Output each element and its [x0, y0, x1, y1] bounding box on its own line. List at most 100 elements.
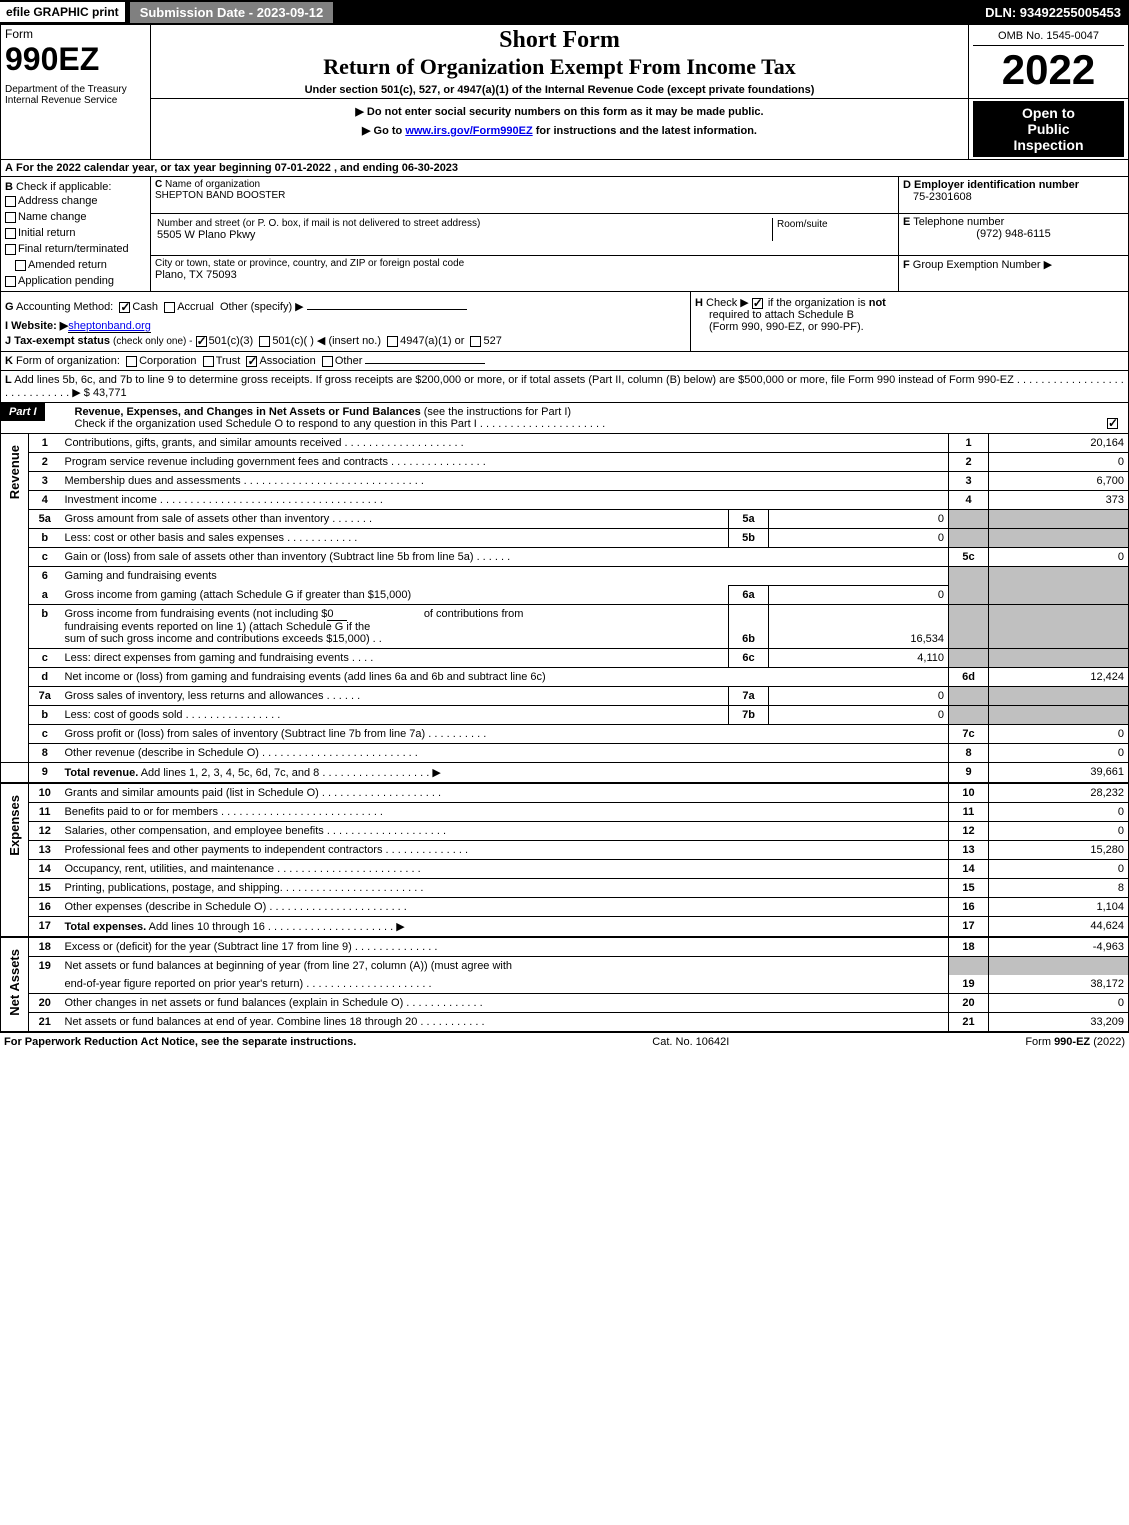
- line-6a-desc: Gross income from gaming (attach Schedul…: [61, 586, 729, 605]
- dln: DLN: 93492255005453: [985, 5, 1129, 20]
- line-6a-mbox: 6a: [729, 586, 769, 605]
- part1-label: Part I: [1, 403, 45, 421]
- line-5a-num: 5a: [29, 510, 61, 529]
- l17b: Total expenses.: [65, 921, 147, 933]
- label-k: K: [5, 355, 13, 367]
- line-6c-mbox: 6c: [729, 649, 769, 668]
- l9b: Total revenue.: [65, 767, 139, 779]
- checkbox-name-change[interactable]: [5, 212, 16, 223]
- k-other: Other: [335, 355, 363, 367]
- j-501c: 501(c)( ) ◀ (insert no.): [272, 335, 381, 347]
- text-e: Telephone number: [913, 216, 1004, 228]
- line-5a-desc: Gross amount from sale of assets other t…: [61, 510, 729, 529]
- line-3-box: 3: [949, 472, 989, 491]
- irs-link[interactable]: www.irs.gov/Form990EZ: [405, 125, 532, 137]
- line-11-desc: Benefits paid to or for members . . . . …: [61, 803, 949, 822]
- text-l: Add lines 5b, 6c, and 7b to line 9 to de…: [5, 374, 1124, 399]
- line-6b-shade2: [989, 605, 1129, 649]
- line-6d-box: 6d: [949, 668, 989, 687]
- checkbox-accrual[interactable]: [164, 302, 175, 313]
- line-10-num: 10: [29, 783, 61, 803]
- checkbox-amended[interactable]: [15, 260, 26, 271]
- line-7b-num: b: [29, 706, 61, 725]
- checkbox-initial[interactable]: [5, 228, 16, 239]
- line-1-box: 1: [949, 434, 989, 453]
- open-to-public: Open to Public Inspection: [973, 101, 1124, 157]
- line-19-desc: Net assets or fund balances at beginning…: [61, 957, 949, 976]
- line-7a-num: 7a: [29, 687, 61, 706]
- line-7b-shade: [949, 706, 989, 725]
- checkbox-final[interactable]: [5, 244, 16, 255]
- header-info-table: B Check if applicable: Address change Na…: [0, 177, 1129, 292]
- line-21-box: 21: [949, 1013, 989, 1032]
- footer-left: For Paperwork Reduction Act Notice, see …: [4, 1036, 356, 1048]
- checkbox-trust[interactable]: [203, 356, 214, 367]
- line-6-shade2: [989, 567, 1129, 586]
- vlabel-net: Net Assets: [5, 941, 24, 1024]
- line-16-num: 16: [29, 898, 61, 917]
- checkbox-corp[interactable]: [126, 356, 137, 367]
- j-527: 527: [483, 335, 501, 347]
- checkbox-other[interactable]: [322, 356, 333, 367]
- line-1-num: 1: [29, 434, 61, 453]
- line-9-num: 9: [29, 763, 61, 784]
- l9d: Add lines 1, 2, 3, 4, 5c, 6d, 7c, and 8 …: [138, 767, 441, 779]
- g-other-blank[interactable]: [307, 309, 467, 310]
- line-14-num: 14: [29, 860, 61, 879]
- line-9-val: 39,661: [989, 763, 1129, 784]
- line-6d-num: d: [29, 668, 61, 687]
- line-6a-num: a: [29, 586, 61, 605]
- line-6b-desc: Gross income from fundraising events (no…: [61, 605, 729, 649]
- g-h-table: G Accounting Method: Cash Accrual Other …: [0, 292, 1129, 352]
- fr-pre: Form: [1025, 1036, 1054, 1048]
- checkbox-4947[interactable]: [387, 336, 398, 347]
- line-18-box: 18: [949, 937, 989, 957]
- k-assoc: Association: [259, 355, 315, 367]
- line-4-box: 4: [949, 491, 989, 510]
- line-17-desc: Total expenses. Add lines 10 through 16 …: [61, 917, 949, 938]
- checkbox-501c[interactable]: [259, 336, 270, 347]
- line-2-val: 0: [989, 453, 1129, 472]
- l6b-mid: of contributions from: [424, 608, 524, 620]
- k-other-blank[interactable]: [365, 363, 485, 364]
- line-11-box: 11: [949, 803, 989, 822]
- checkbox-527[interactable]: [470, 336, 481, 347]
- footer: For Paperwork Reduction Act Notice, see …: [0, 1032, 1129, 1051]
- line-14-box: 14: [949, 860, 989, 879]
- checkbox-part1-scho[interactable]: [1107, 418, 1118, 429]
- checkbox-assoc[interactable]: [246, 356, 257, 367]
- return-title: Return of Organization Exempt From Incom…: [155, 54, 964, 80]
- line-8-num: 8: [29, 744, 61, 763]
- line-17-num: 17: [29, 917, 61, 938]
- submission-date: Submission Date - 2023-09-12: [129, 1, 335, 24]
- fr-post: (2022): [1090, 1036, 1125, 1048]
- line-6-desc: Gaming and fundraising events: [61, 567, 949, 586]
- line-5b-mval: 0: [769, 529, 949, 548]
- checkbox-501c3[interactable]: [196, 336, 207, 347]
- checkbox-pending[interactable]: [5, 276, 16, 287]
- line-11-val: 0: [989, 803, 1129, 822]
- efile-print[interactable]: efile GRAPHIC print: [0, 2, 125, 22]
- k-corp: Corporation: [139, 355, 196, 367]
- line-6b-num: b: [29, 605, 61, 649]
- checkbox-address-change[interactable]: [5, 196, 16, 207]
- text-k: Form of organization:: [16, 355, 120, 367]
- line-15-box: 15: [949, 879, 989, 898]
- website-link[interactable]: sheptonband.org: [68, 320, 151, 333]
- line-5c-box: 5c: [949, 548, 989, 567]
- line-6c-mval: 4,110: [769, 649, 949, 668]
- line-6-num: 6: [29, 567, 61, 586]
- opt-name: Name change: [18, 211, 87, 223]
- checkbox-h[interactable]: [752, 298, 763, 309]
- footer-mid: Cat. No. 10642I: [652, 1036, 729, 1048]
- line-5b-desc: Less: cost or other basis and sales expe…: [61, 529, 729, 548]
- part1-sub: (see the instructions for Part I): [421, 406, 571, 418]
- line-12-box: 12: [949, 822, 989, 841]
- line-6a-mval: 0: [769, 586, 949, 605]
- line-7a-desc: Gross sales of inventory, less returns a…: [61, 687, 729, 706]
- line-11-num: 11: [29, 803, 61, 822]
- l6b-3: sum of such gross income and contributio…: [65, 633, 725, 645]
- label-c: C: [155, 179, 162, 190]
- checkbox-cash[interactable]: [119, 302, 130, 313]
- form-number: 990EZ: [5, 41, 146, 78]
